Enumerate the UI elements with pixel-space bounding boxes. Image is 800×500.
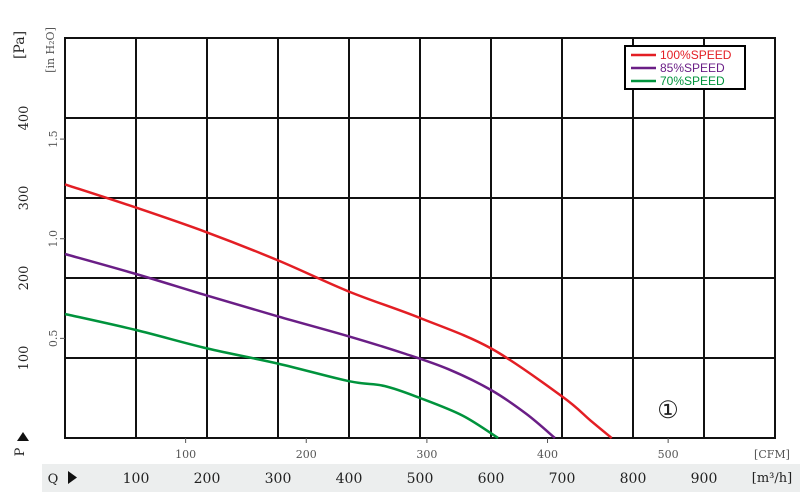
x-tick-label-cfm: 300: [416, 448, 437, 461]
x-axis: Q [CFM] [m³/h] 100 200 300 400 500 100 200 300…: [42, 438, 800, 492]
x-axis-cfm-unit: [CFM]: [754, 448, 790, 461]
legend-label: 85%SPEED: [660, 61, 725, 75]
q-axis-band: [42, 464, 800, 492]
y-axis: [Pa] [in H₂O] P 100 200 300 400 0.5 1.0 1.5: [12, 27, 65, 456]
y-axis-inh2o-label: [in H₂O]: [44, 27, 57, 73]
legend-label: 100%SPEED: [660, 48, 732, 62]
y-tick-label-pa: 200: [17, 266, 32, 291]
curve-marker: ①: [657, 396, 679, 424]
y-axis-pa-label: [Pa]: [12, 31, 28, 59]
x-tick-label-m3h: 400: [336, 471, 363, 487]
x-tick-label-cfm: 100: [175, 448, 196, 461]
x-tick-label-m3h: 900: [691, 471, 718, 487]
x-tick-label-m3h: 500: [407, 471, 434, 487]
performance-curves: [64, 183, 613, 440]
y-tick-label-inh2o: 1.0: [47, 230, 60, 248]
y-axis-p-label: P: [13, 447, 28, 456]
q-arrow-icon: [68, 471, 77, 484]
y-tick-label-pa: 100: [17, 346, 32, 371]
x-tick-label-cfm: 200: [296, 448, 317, 461]
x-tick-label-m3h: 600: [478, 471, 505, 487]
x-tick-label-m3h: 100: [123, 471, 150, 487]
y-tick-label-pa: 400: [17, 106, 32, 131]
y-tick-label-inh2o: 1.5: [47, 130, 60, 148]
x-axis-m3h-unit: [m³/h]: [752, 471, 792, 486]
x-tick-label-m3h: 700: [549, 471, 576, 487]
plot-frame: [64, 37, 776, 439]
y-tick-label-inh2o: 0.5: [47, 330, 60, 348]
y-tick-label-pa: 300: [17, 186, 32, 211]
x-tick-label-cfm: 400: [537, 448, 558, 461]
p-arrow-icon: [17, 432, 29, 441]
x-tick-label-cfm: 500: [658, 448, 679, 461]
series-line: [64, 183, 613, 439]
series-line: [64, 312, 499, 440]
x-tick-label-m3h: 200: [194, 471, 221, 487]
x-tick-label-m3h: 300: [265, 471, 292, 487]
x-tick-label-m3h: 800: [620, 471, 647, 487]
series-line: [64, 252, 556, 439]
legend-label: 70%SPEED: [660, 74, 725, 88]
x-axis-q-label: Q: [48, 472, 59, 487]
